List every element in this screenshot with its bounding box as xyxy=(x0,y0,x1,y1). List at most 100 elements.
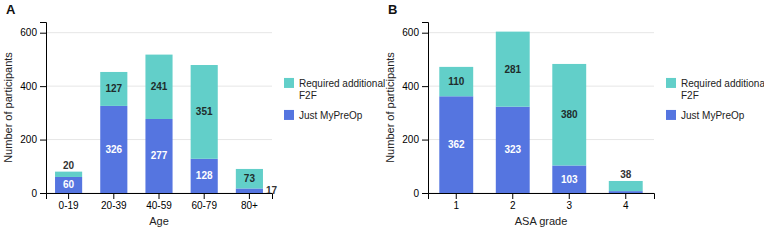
legend-label: Required additionalF2F xyxy=(681,78,764,101)
tick-label: 3 xyxy=(566,200,572,211)
legend-label: Just MyPreOp xyxy=(681,110,745,121)
tick-mark xyxy=(512,193,513,199)
bar xyxy=(145,55,172,119)
x-tick: 2 xyxy=(510,193,516,211)
tick-label: 80+ xyxy=(241,200,258,211)
x-tick: 20-39 xyxy=(101,193,127,211)
x-tick: 80+ xyxy=(241,193,258,211)
bar xyxy=(439,96,473,193)
data-label: 351 xyxy=(196,106,213,117)
tick-mark xyxy=(40,193,46,194)
tick-mark xyxy=(625,193,626,199)
bar xyxy=(496,107,530,193)
tick-mark xyxy=(249,193,250,199)
tick-label: 200 xyxy=(402,134,419,145)
data-label: 128 xyxy=(196,170,213,181)
legend-entry: Just MyPreOp xyxy=(284,110,363,121)
data-labels: 60326277128172012724135173 xyxy=(63,81,277,196)
bar xyxy=(609,181,643,191)
tick-mark xyxy=(422,193,428,194)
x-axis-title: Age xyxy=(149,215,169,227)
panel: 3623231031102813803812340200400600ASA gr… xyxy=(384,2,764,227)
data-label: 277 xyxy=(151,150,168,161)
data-label: 103 xyxy=(561,174,578,185)
legend-entry: Required additionalF2F xyxy=(666,78,764,101)
y-tick: 400 xyxy=(20,81,46,92)
tick-mark xyxy=(113,193,114,199)
y-axis: 0 200 400 600 xyxy=(402,23,428,199)
x-axis-title: ASA grade xyxy=(515,215,568,227)
legend: Required additionalF2F Just MyPreOp xyxy=(666,78,764,121)
title: A xyxy=(6,2,16,17)
legend-swatch xyxy=(666,110,676,120)
tick-mark xyxy=(40,33,46,34)
bars xyxy=(439,32,642,193)
tick-label: 20-39 xyxy=(101,200,127,211)
data-label: 110 xyxy=(448,76,465,87)
axis-line xyxy=(422,23,429,194)
tick-mark xyxy=(456,193,457,199)
data-label: 20 xyxy=(63,160,75,171)
legend-swatch xyxy=(666,78,676,88)
bar xyxy=(100,106,127,193)
bar xyxy=(439,67,473,96)
legend-entry: Just MyPreOp xyxy=(666,110,745,121)
tick-label: 600 xyxy=(402,27,419,38)
tick-label: 4 xyxy=(623,200,629,211)
axis-line xyxy=(47,194,273,200)
tick-label: 0 xyxy=(413,188,419,199)
bar xyxy=(496,32,530,107)
bar xyxy=(236,169,263,189)
grid xyxy=(428,33,654,193)
x-tick: 4 xyxy=(623,193,629,211)
y-tick: 600 xyxy=(402,27,428,38)
y-tick: 600 xyxy=(20,27,46,38)
data-labels: 36232310311028138038 xyxy=(448,64,632,185)
x-axis: 1 2 3 4 xyxy=(429,193,655,211)
y-tick: 200 xyxy=(402,134,428,145)
tick-label: 400 xyxy=(402,81,419,92)
grid xyxy=(46,33,272,193)
data-label: 323 xyxy=(504,144,521,155)
bar xyxy=(191,159,218,193)
tick-label: 0-19 xyxy=(59,200,79,211)
x-tick: 3 xyxy=(566,193,572,211)
tick-label: 60-79 xyxy=(191,200,217,211)
data-label: 60 xyxy=(63,179,75,190)
bar xyxy=(55,177,82,193)
tick-label: 2 xyxy=(510,200,516,211)
y-tick: 0 xyxy=(31,188,46,199)
tick-mark xyxy=(569,193,570,199)
axis-line xyxy=(429,194,655,200)
legend-swatch xyxy=(284,78,294,88)
bar xyxy=(552,165,586,193)
tick-label: 40-59 xyxy=(146,200,172,211)
tick-mark xyxy=(40,86,46,87)
bar xyxy=(145,119,172,193)
bar xyxy=(609,191,643,193)
tick-label: 0 xyxy=(31,188,37,199)
chart: 603262771281720127241351730-1920-3940-59… xyxy=(0,0,764,229)
data-label: 326 xyxy=(105,144,122,155)
legend-label: Required additionalF2F xyxy=(299,78,385,101)
y-tick: 400 xyxy=(402,81,428,92)
bar xyxy=(55,172,82,177)
x-tick: 0-19 xyxy=(59,193,79,211)
legend-swatch xyxy=(284,110,294,120)
bar xyxy=(191,65,218,159)
x-tick: 40-59 xyxy=(146,193,172,211)
tick-mark xyxy=(159,193,160,199)
legend-label: Just MyPreOp xyxy=(299,110,363,121)
tick-label: 1 xyxy=(453,200,459,211)
tick-label: 400 xyxy=(20,81,37,92)
bars xyxy=(55,55,263,193)
x-tick: 1 xyxy=(453,193,459,211)
data-label: 17 xyxy=(266,185,278,196)
y-axis-title: Number of participants xyxy=(2,52,14,163)
x-tick: 60-79 xyxy=(191,193,217,211)
tick-mark xyxy=(422,140,428,141)
grid-line xyxy=(428,32,654,33)
y-tick: 0 xyxy=(413,188,428,199)
tick-label: 600 xyxy=(20,27,37,38)
title: B xyxy=(388,2,397,17)
